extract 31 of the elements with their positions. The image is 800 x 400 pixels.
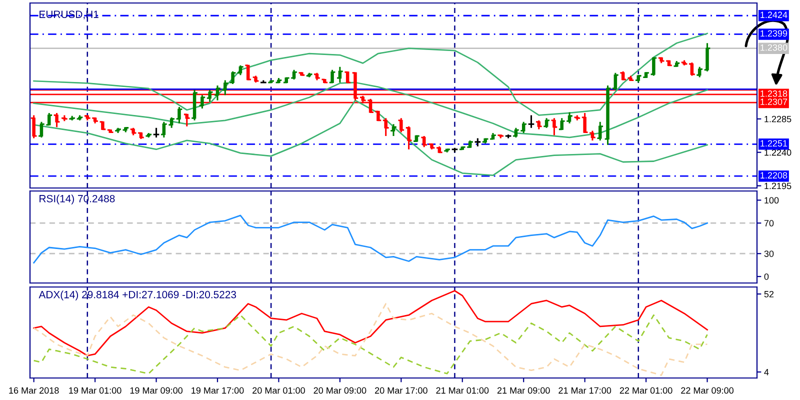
y-tick-label: 1.2285	[764, 116, 792, 122]
x-tick-label: 19 Mar 17:00	[192, 387, 244, 394]
x-tick-label: 22 Mar 01:00	[620, 387, 672, 394]
chart-title: ADX(14) 29.8184 +DI:27.1069 -DI:20.5223	[38, 290, 236, 300]
ref-line-label: 1.2307	[760, 98, 788, 105]
ref-line-label: 1.2208	[760, 172, 788, 179]
y-tick-label: 1.2195	[764, 182, 792, 190]
x-tick-label: 21 Mar 17:00	[558, 387, 612, 394]
y-tick-label: 100	[764, 197, 779, 204]
y-tick-label: 1.2240	[764, 149, 792, 156]
x-tick-label: 20 Mar 01:00	[252, 387, 305, 394]
text: EURUSD,H1	[40, 10, 98, 20]
x-tick-label: 19 Mar 09:00	[130, 387, 183, 394]
x-tick-label: 19 Mar 01:00	[69, 387, 122, 394]
y-tick-label: 70	[764, 220, 774, 226]
ref-line-label: 1.2399	[760, 30, 788, 37]
y-tick-label: 52	[764, 290, 774, 298]
x-tick-label: 20 Mar 09:00	[314, 387, 366, 394]
x-tick-label: 16 Mar 2018	[9, 387, 59, 394]
ref-line-label: 1.2424	[760, 12, 788, 18]
x-tick-label: 21 Mar 09:00	[497, 387, 550, 394]
ref-line-label: 1.2318	[760, 90, 788, 97]
x-tick-label: 22 Mar 09:00	[681, 387, 734, 394]
ref-line-label: 1.2380	[760, 44, 788, 51]
x-tick-label: 20 Mar 17:00	[375, 387, 428, 394]
ref-line-label: 1.2251	[760, 140, 788, 147]
y-tick-label: 0	[764, 273, 769, 280]
y-tick-label: 4	[764, 369, 769, 376]
x-tick-label: 21 Mar 01:00	[436, 387, 489, 394]
chart-title: RSI(14) 70.2488	[40, 194, 115, 204]
y-tick-label: 30	[764, 250, 774, 257]
